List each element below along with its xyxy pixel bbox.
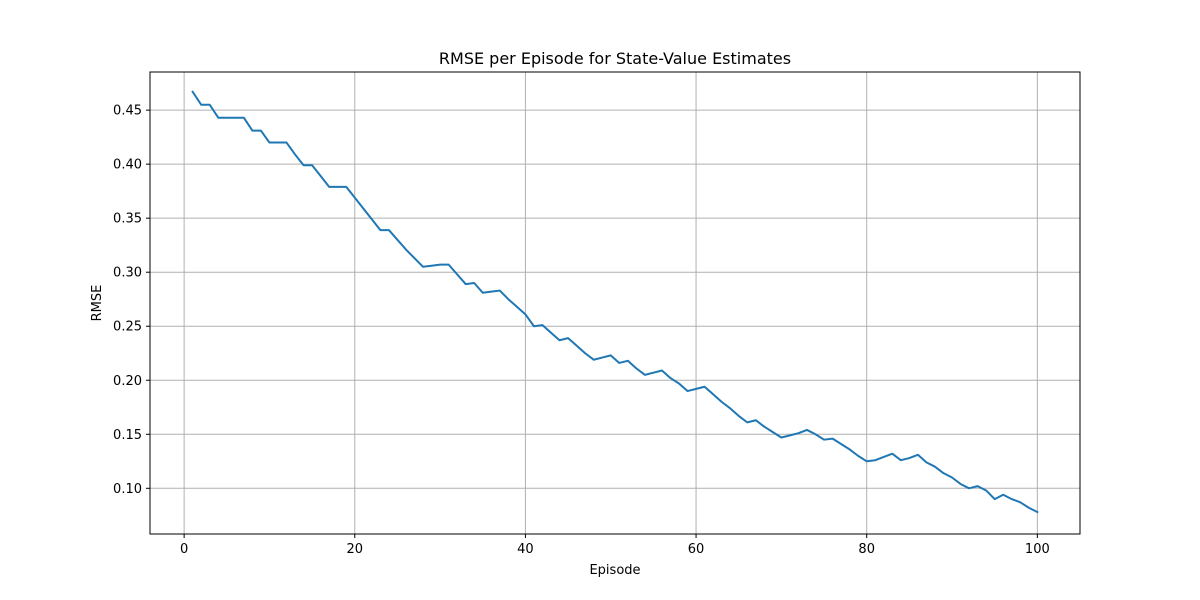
- x-tick-label: 0: [180, 542, 188, 557]
- y-tick-label: 0.20: [113, 374, 142, 389]
- y-tick-label: 0.10: [113, 482, 142, 497]
- x-tick-label: 60: [688, 542, 705, 557]
- rmse-series-line: [191, 90, 1039, 514]
- x-tick-label: 80: [858, 542, 875, 557]
- y-axis-label: RMSE: [90, 285, 105, 322]
- y-tick-label: 0.40: [113, 158, 142, 173]
- x-axis-ticks: 0 20 40 60 80 100: [180, 534, 1050, 557]
- y-tick-label: 0.45: [113, 104, 142, 119]
- x-tick-label: 20: [346, 542, 363, 557]
- x-axis-label: Episode: [589, 563, 640, 578]
- y-tick-label: 0.15: [113, 428, 142, 443]
- y-tick-label: 0.30: [113, 266, 142, 281]
- x-tick-label: 100: [1025, 542, 1050, 557]
- y-axis-ticks: 0.10 0.15 0.20 0.25 0.30 0.35 0.40 0.45: [113, 104, 150, 497]
- chart-title: RMSE per Episode for State-Value Estimat…: [439, 49, 791, 68]
- series-layer: [191, 90, 1039, 514]
- y-tick-label: 0.25: [113, 320, 142, 335]
- grid: [150, 72, 1080, 534]
- plot-frame: [149, 71, 1081, 535]
- x-tick-label: 40: [517, 542, 534, 557]
- y-tick-label: 0.35: [113, 212, 142, 227]
